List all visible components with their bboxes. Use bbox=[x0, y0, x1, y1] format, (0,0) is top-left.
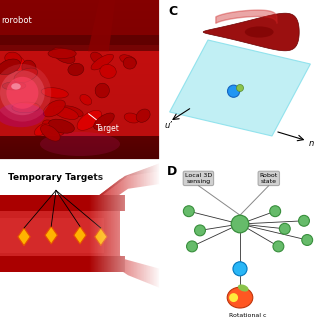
Ellipse shape bbox=[11, 83, 21, 90]
Text: n: n bbox=[309, 139, 314, 148]
Polygon shape bbox=[0, 0, 160, 48]
Circle shape bbox=[231, 215, 249, 233]
Ellipse shape bbox=[12, 102, 40, 113]
Ellipse shape bbox=[124, 113, 140, 123]
Ellipse shape bbox=[5, 52, 21, 66]
Polygon shape bbox=[96, 163, 160, 200]
Polygon shape bbox=[0, 35, 160, 51]
Circle shape bbox=[228, 85, 240, 97]
Ellipse shape bbox=[245, 26, 274, 38]
Ellipse shape bbox=[53, 107, 78, 119]
Ellipse shape bbox=[68, 63, 84, 76]
Ellipse shape bbox=[43, 100, 65, 117]
Text: Target: Target bbox=[89, 114, 120, 133]
Ellipse shape bbox=[0, 103, 45, 127]
Text: Robot
state: Robot state bbox=[260, 173, 278, 184]
Ellipse shape bbox=[52, 47, 75, 63]
Ellipse shape bbox=[136, 109, 150, 122]
Circle shape bbox=[6, 77, 38, 109]
Text: Local 3D
sensing: Local 3D sensing bbox=[185, 173, 212, 184]
Ellipse shape bbox=[2, 82, 26, 90]
Ellipse shape bbox=[48, 49, 76, 59]
Circle shape bbox=[273, 241, 284, 252]
Ellipse shape bbox=[94, 113, 114, 129]
Ellipse shape bbox=[41, 88, 68, 98]
Polygon shape bbox=[0, 218, 104, 253]
Ellipse shape bbox=[227, 287, 253, 308]
Text: Rotational c: Rotational c bbox=[229, 313, 267, 318]
Circle shape bbox=[187, 241, 197, 252]
Ellipse shape bbox=[238, 284, 249, 292]
Ellipse shape bbox=[100, 64, 116, 78]
Ellipse shape bbox=[7, 54, 27, 71]
Circle shape bbox=[299, 215, 309, 226]
Text: rorobot: rorobot bbox=[2, 16, 32, 25]
Polygon shape bbox=[74, 227, 86, 244]
Polygon shape bbox=[88, 0, 115, 51]
Ellipse shape bbox=[40, 132, 120, 156]
Ellipse shape bbox=[91, 52, 103, 64]
Polygon shape bbox=[0, 45, 160, 136]
Polygon shape bbox=[0, 205, 120, 264]
Ellipse shape bbox=[91, 54, 114, 70]
Circle shape bbox=[279, 223, 290, 234]
Ellipse shape bbox=[34, 123, 50, 136]
Text: Temporary Targets: Temporary Targets bbox=[8, 173, 104, 182]
Circle shape bbox=[270, 206, 281, 217]
Polygon shape bbox=[96, 163, 160, 211]
Polygon shape bbox=[170, 40, 310, 136]
Ellipse shape bbox=[91, 114, 106, 129]
Ellipse shape bbox=[80, 94, 92, 105]
Text: u’: u’ bbox=[165, 121, 173, 130]
Ellipse shape bbox=[120, 55, 137, 65]
Ellipse shape bbox=[0, 59, 20, 75]
Circle shape bbox=[302, 235, 313, 245]
Ellipse shape bbox=[77, 110, 102, 130]
Text: C: C bbox=[168, 5, 177, 18]
Ellipse shape bbox=[43, 120, 64, 135]
Circle shape bbox=[229, 293, 238, 302]
Polygon shape bbox=[203, 13, 299, 51]
Ellipse shape bbox=[14, 68, 38, 83]
Polygon shape bbox=[95, 228, 107, 246]
Ellipse shape bbox=[41, 125, 60, 141]
Circle shape bbox=[236, 84, 244, 92]
Circle shape bbox=[0, 70, 45, 115]
Text: D: D bbox=[166, 165, 177, 178]
Circle shape bbox=[233, 262, 247, 276]
Circle shape bbox=[0, 64, 51, 122]
Ellipse shape bbox=[123, 57, 136, 69]
Polygon shape bbox=[18, 228, 30, 246]
Ellipse shape bbox=[22, 60, 36, 76]
Polygon shape bbox=[45, 227, 57, 244]
Ellipse shape bbox=[48, 119, 74, 133]
Circle shape bbox=[183, 206, 194, 217]
Ellipse shape bbox=[61, 106, 83, 117]
Polygon shape bbox=[99, 243, 160, 288]
Polygon shape bbox=[0, 195, 125, 211]
Ellipse shape bbox=[95, 83, 109, 98]
Polygon shape bbox=[0, 256, 125, 272]
Circle shape bbox=[195, 225, 205, 236]
